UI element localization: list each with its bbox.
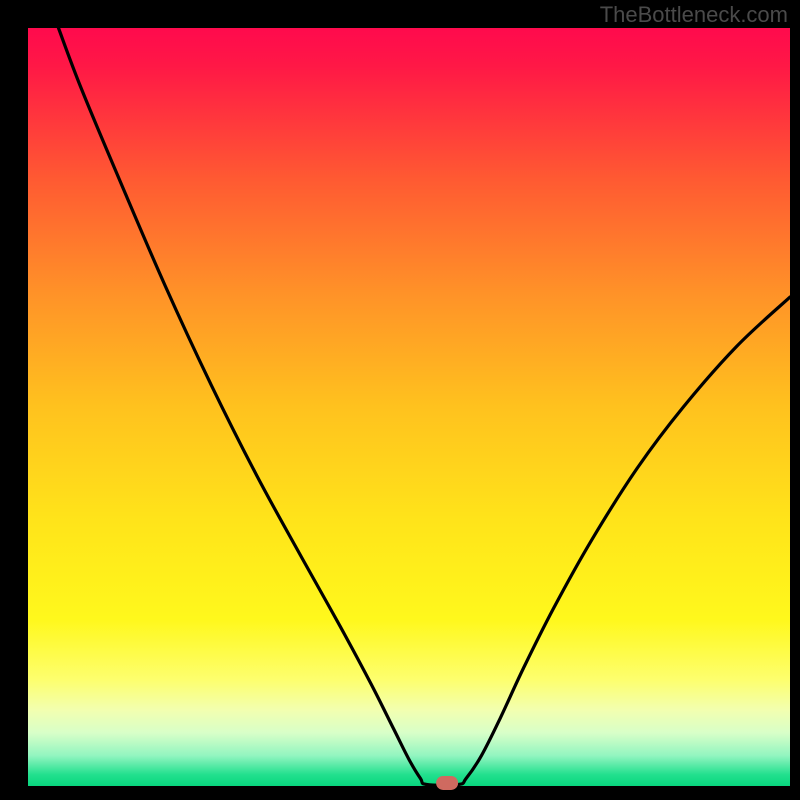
plot-background — [28, 28, 790, 786]
bottleneck-chart: TheBottleneck.com — [0, 0, 800, 800]
watermark-text: TheBottleneck.com — [600, 2, 788, 27]
minimum-marker — [436, 776, 458, 790]
